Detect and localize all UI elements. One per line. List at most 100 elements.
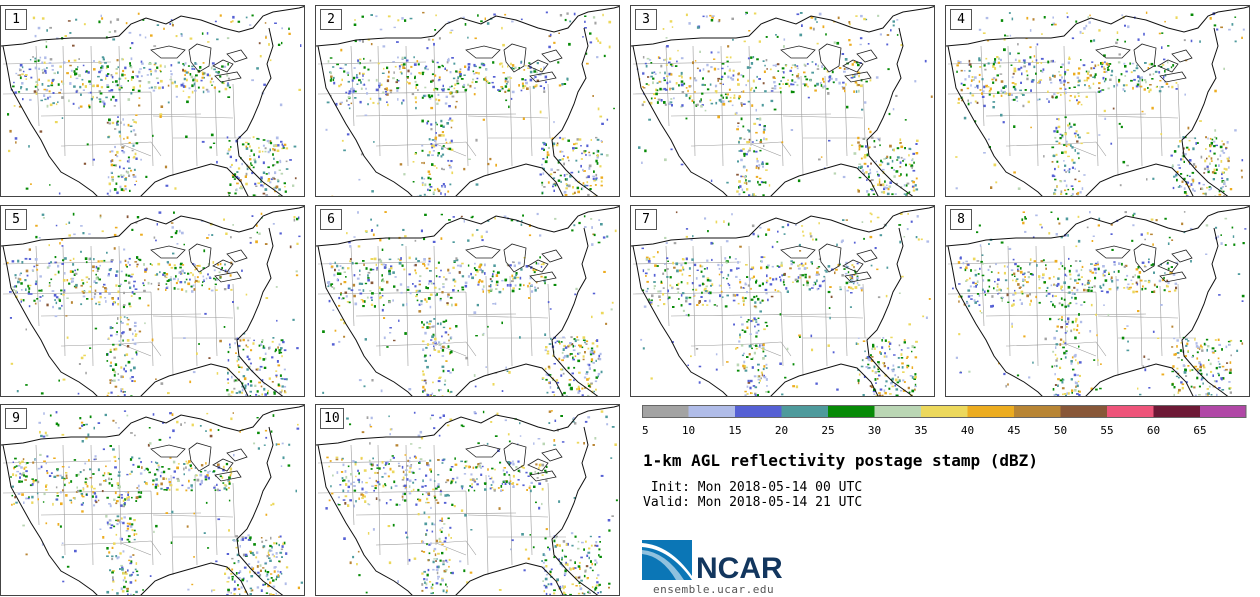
reflectivity-cell bbox=[120, 366, 123, 369]
reflectivity-cell bbox=[1136, 64, 1138, 67]
reflectivity-cell bbox=[1003, 265, 1006, 268]
reflectivity-cell bbox=[1208, 155, 1211, 158]
reflectivity-cell bbox=[97, 267, 100, 270]
reflectivity-cell bbox=[508, 88, 511, 91]
reflectivity-cell bbox=[746, 321, 749, 323]
reflectivity-cell bbox=[452, 216, 455, 218]
reflectivity-cell bbox=[863, 172, 865, 176]
reflectivity-cell bbox=[296, 347, 299, 350]
reflectivity-cell bbox=[693, 263, 697, 267]
reflectivity-cell bbox=[1101, 61, 1104, 64]
reflectivity-cell bbox=[872, 343, 875, 347]
reflectivity-cell bbox=[111, 298, 114, 300]
reflectivity-cell bbox=[665, 58, 668, 60]
reflectivity-cell bbox=[884, 180, 886, 183]
reflectivity-cell bbox=[432, 150, 435, 152]
reflectivity-cell bbox=[14, 137, 18, 140]
reflectivity-cell bbox=[279, 160, 282, 164]
reflectivity-cell bbox=[912, 152, 915, 155]
reflectivity-cell bbox=[799, 274, 802, 276]
reflectivity-cell bbox=[95, 265, 98, 269]
reflectivity-cell bbox=[581, 387, 584, 390]
reflectivity-cell bbox=[332, 309, 335, 311]
reflectivity-cell bbox=[107, 273, 110, 275]
reflectivity-cell bbox=[230, 146, 232, 148]
reflectivity-cell bbox=[422, 11, 425, 14]
reflectivity-cell bbox=[108, 90, 111, 92]
reflectivity-cell bbox=[147, 81, 151, 84]
reflectivity-cell bbox=[599, 352, 602, 356]
reflectivity-cell bbox=[229, 274, 232, 277]
reflectivity-cell bbox=[268, 377, 271, 380]
reflectivity-cell bbox=[578, 221, 581, 225]
reflectivity-cell bbox=[440, 269, 442, 272]
reflectivity-cell bbox=[205, 277, 208, 280]
reflectivity-cell bbox=[186, 100, 189, 104]
reflectivity-cell bbox=[777, 290, 780, 293]
reflectivity-cell bbox=[880, 159, 882, 163]
reflectivity-cell bbox=[123, 316, 126, 318]
reflectivity-cell bbox=[157, 288, 160, 291]
reflectivity-cell bbox=[1208, 188, 1211, 191]
reflectivity-cell bbox=[99, 69, 103, 72]
reflectivity-cell bbox=[759, 117, 762, 121]
reflectivity-cell bbox=[188, 87, 191, 90]
reflectivity-cell bbox=[167, 101, 170, 104]
reflectivity-cell bbox=[924, 59, 927, 63]
reflectivity-cell bbox=[68, 221, 71, 224]
reflectivity-cell bbox=[1093, 39, 1096, 42]
reflectivity-cell bbox=[70, 75, 72, 78]
reflectivity-cell bbox=[246, 368, 249, 371]
reflectivity-cell bbox=[803, 267, 807, 270]
reflectivity-cell bbox=[667, 289, 669, 293]
reflectivity-cell bbox=[857, 189, 860, 193]
reflectivity-cell bbox=[1120, 125, 1123, 129]
reflectivity-cell bbox=[105, 300, 107, 303]
reflectivity-cell bbox=[155, 239, 157, 242]
reflectivity-cell bbox=[872, 390, 876, 393]
reflectivity-cell bbox=[80, 284, 83, 287]
reflectivity-cell bbox=[441, 88, 444, 91]
reflectivity-cell bbox=[881, 339, 883, 342]
reflectivity-cell bbox=[1211, 196, 1213, 197]
reflectivity-cell bbox=[555, 379, 559, 382]
reflectivity-cell bbox=[379, 28, 383, 31]
reflectivity-cell bbox=[669, 101, 673, 104]
reflectivity-cell bbox=[752, 232, 755, 236]
reflectivity-cell bbox=[578, 371, 581, 374]
reflectivity-cell bbox=[1175, 88, 1178, 90]
reflectivity-cell bbox=[432, 60, 434, 63]
reflectivity-cell bbox=[347, 80, 350, 83]
reflectivity-cell bbox=[20, 86, 23, 88]
reflectivity-cell bbox=[133, 280, 136, 283]
reflectivity-cell bbox=[581, 187, 584, 190]
reflectivity-cell bbox=[592, 361, 595, 364]
reflectivity-cell bbox=[432, 333, 435, 337]
reflectivity-cell bbox=[192, 371, 196, 374]
reflectivity-cell bbox=[371, 299, 373, 301]
reflectivity-cell bbox=[268, 172, 270, 175]
reflectivity-cell bbox=[108, 31, 111, 33]
reflectivity-cell bbox=[849, 43, 852, 46]
reflectivity-cell bbox=[796, 65, 799, 67]
reflectivity-cell bbox=[605, 154, 609, 157]
reflectivity-cell bbox=[115, 284, 118, 287]
reflectivity-cell bbox=[446, 69, 448, 72]
reflectivity-cell bbox=[595, 388, 597, 391]
reflectivity-cell bbox=[174, 187, 177, 190]
reflectivity-cell bbox=[1183, 160, 1185, 163]
reflectivity-cell bbox=[960, 69, 963, 72]
reflectivity-cell bbox=[41, 213, 45, 216]
reflectivity-cell bbox=[759, 310, 762, 313]
reflectivity-cell bbox=[529, 62, 532, 66]
reflectivity-cell bbox=[1229, 188, 1233, 191]
reflectivity-cell bbox=[113, 348, 117, 351]
reflectivity-cell bbox=[543, 148, 545, 151]
reflectivity-cell bbox=[265, 357, 267, 360]
reflectivity-cell bbox=[1064, 132, 1067, 136]
reflectivity-cell bbox=[790, 129, 794, 131]
reflectivity-cell bbox=[260, 177, 263, 180]
reflectivity-cell bbox=[720, 264, 723, 267]
reflectivity-cell bbox=[357, 60, 360, 63]
reflectivity-cell bbox=[1132, 86, 1134, 90]
